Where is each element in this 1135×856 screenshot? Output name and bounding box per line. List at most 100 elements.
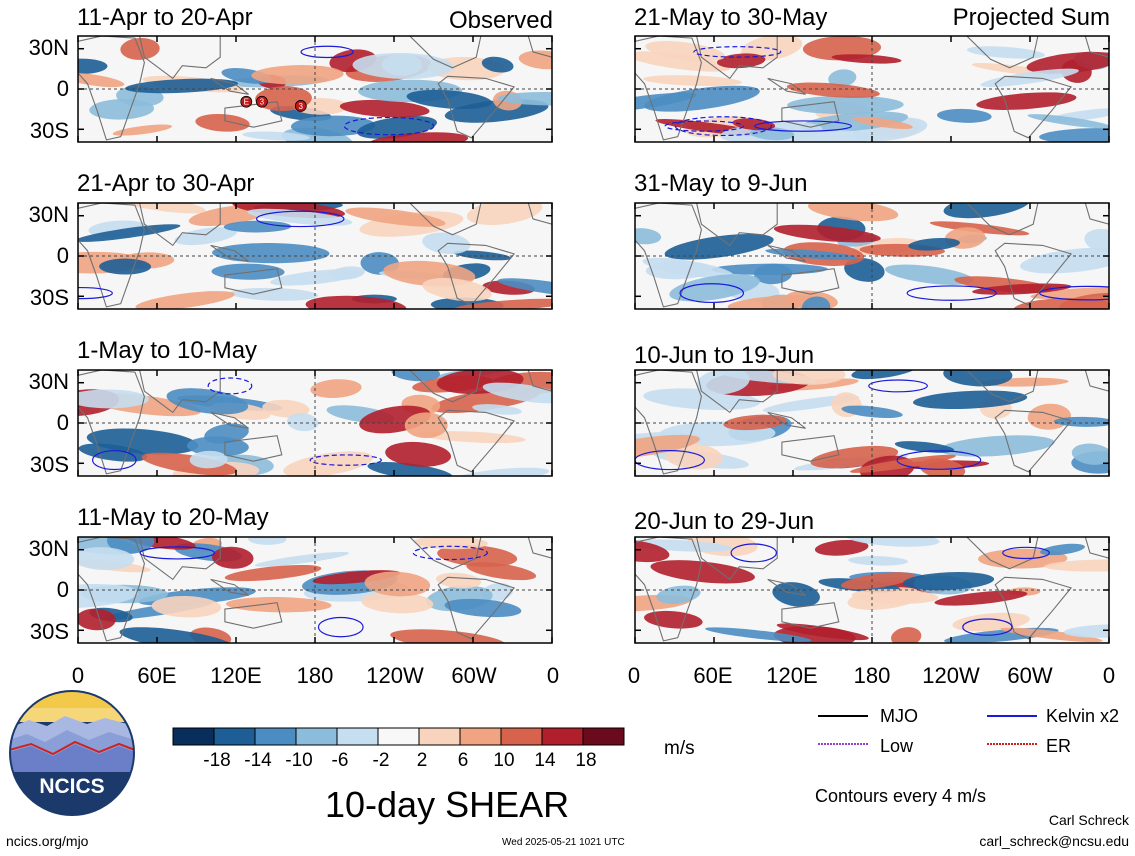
colorbar-swatch bbox=[500, 727, 543, 746]
kelvin-contour bbox=[309, 454, 382, 466]
colorbar-swatch bbox=[213, 727, 256, 746]
coastline bbox=[527, 537, 552, 559]
shear-anomaly-blob bbox=[635, 92, 697, 113]
shear-anomaly-blob bbox=[1000, 627, 1103, 643]
coastline bbox=[767, 77, 806, 95]
shear-anomaly-blob bbox=[828, 69, 857, 87]
legend-mjo-label: MJO bbox=[880, 706, 918, 726]
coastline bbox=[781, 268, 840, 295]
shear-anomaly-blob bbox=[435, 572, 482, 589]
shear-anomaly-blob bbox=[635, 51, 731, 72]
shear-anomaly-blob bbox=[711, 263, 828, 275]
coastline bbox=[635, 537, 702, 642]
shear-anomaly-blob bbox=[391, 370, 441, 382]
coastline bbox=[966, 36, 1039, 69]
lon-label-0: 0 bbox=[627, 663, 641, 688]
shear-anomaly-blob bbox=[885, 264, 974, 285]
shear-anomaly-blob bbox=[772, 582, 820, 607]
shear-anomaly-blob bbox=[741, 36, 803, 61]
panel-1-title: 11-Apr to 20-Apr bbox=[77, 4, 253, 31]
shear-anomaly-blob bbox=[174, 227, 238, 246]
coastline bbox=[635, 36, 702, 141]
shear-anomaly-blob bbox=[283, 451, 373, 476]
shear-anomaly-blob bbox=[78, 58, 108, 75]
lon-label-180: 180 bbox=[853, 663, 891, 688]
shear-anomaly-blob bbox=[189, 450, 228, 469]
shear-anomaly-blob bbox=[497, 91, 552, 106]
legend-kelvin-label: Kelvin x2 bbox=[1046, 706, 1120, 726]
coastline bbox=[1084, 537, 1109, 559]
shear-anomaly-blob bbox=[1044, 559, 1109, 572]
coastline bbox=[210, 244, 249, 262]
shear-anomaly-blob bbox=[125, 78, 239, 94]
kelvin-contour bbox=[906, 285, 997, 301]
kelvin-contour bbox=[412, 545, 488, 561]
kelvin-contour bbox=[317, 616, 364, 638]
shear-anomaly-blob bbox=[635, 434, 700, 460]
cyclone-marker: 3 bbox=[256, 95, 268, 108]
shear-anomaly-blob bbox=[844, 257, 885, 282]
coastline bbox=[210, 77, 249, 95]
colorbar-swatch bbox=[377, 727, 420, 746]
ncics-logo-text: NCICS bbox=[39, 775, 104, 798]
shear-anomaly-blob bbox=[211, 546, 254, 569]
colorbar-label: -6 bbox=[331, 750, 349, 771]
lat-label-eq: 0 bbox=[56, 76, 69, 101]
coastline bbox=[224, 435, 283, 462]
shear-anomaly-blob bbox=[1026, 51, 1109, 74]
map-panel-7 bbox=[634, 369, 1110, 477]
colorbar-unit: m/s bbox=[664, 738, 695, 759]
shear-anomaly-blob bbox=[381, 53, 423, 76]
colorbar-label: -2 bbox=[372, 750, 390, 771]
coastline bbox=[224, 101, 283, 128]
shear-anomaly-blob bbox=[404, 412, 448, 439]
shear-anomaly-blob bbox=[466, 562, 537, 581]
shear-anomaly-blob bbox=[644, 85, 760, 112]
shear-anomaly-blob bbox=[361, 592, 434, 614]
shear-anomaly-blob bbox=[385, 441, 452, 467]
colorbar-label: 2 bbox=[416, 750, 428, 771]
coastline bbox=[966, 203, 1039, 236]
shear-anomaly-blob bbox=[664, 233, 774, 260]
shear-anomaly-blob bbox=[831, 54, 902, 64]
coastline bbox=[781, 101, 840, 128]
shear-anomaly-blob bbox=[518, 50, 552, 70]
coastline bbox=[696, 537, 778, 581]
shear-anomaly-blob bbox=[78, 389, 149, 409]
shear-anomaly-blob bbox=[723, 414, 787, 431]
shear-anomaly-blob bbox=[254, 551, 350, 567]
coastline bbox=[139, 203, 221, 247]
coastline bbox=[437, 576, 516, 640]
shear-anomaly-blob bbox=[422, 277, 492, 302]
colorbar-label: 6 bbox=[457, 750, 469, 771]
shear-colorbar bbox=[172, 727, 625, 746]
coastline bbox=[966, 537, 1039, 570]
shear-anomaly-blob bbox=[78, 224, 181, 242]
shear-anomaly-blob bbox=[939, 435, 1055, 457]
shear-anomaly-blob bbox=[786, 82, 880, 98]
shear-anomaly-blob bbox=[642, 257, 734, 279]
lat-label-30s: 30S bbox=[29, 118, 69, 143]
coastline bbox=[409, 36, 482, 69]
shear-anomaly-blob bbox=[802, 36, 882, 61]
shear-anomaly-blob bbox=[422, 232, 471, 255]
coastline bbox=[437, 409, 516, 473]
shear-anomaly-blob bbox=[643, 75, 742, 87]
cyclone-marker-label: 3 bbox=[260, 98, 265, 107]
coastline bbox=[994, 242, 1073, 306]
kelvin-contour bbox=[730, 543, 777, 563]
coastline bbox=[635, 203, 702, 308]
coastline bbox=[409, 203, 482, 236]
shear-anomaly-blob bbox=[86, 428, 199, 455]
shear-anomaly-blob bbox=[936, 108, 992, 123]
colorbar-label: 18 bbox=[575, 750, 597, 771]
shear-anomaly-blob bbox=[1053, 416, 1109, 427]
coastline bbox=[1084, 36, 1109, 58]
lon-label-0: 0 bbox=[546, 663, 560, 688]
shear-anomaly-blob bbox=[390, 629, 507, 643]
shear-anomaly-blob bbox=[112, 124, 173, 136]
shear-anomaly-blob bbox=[223, 220, 292, 233]
shear-anomaly-blob bbox=[78, 72, 125, 88]
shear-anomaly-blob bbox=[78, 547, 135, 571]
